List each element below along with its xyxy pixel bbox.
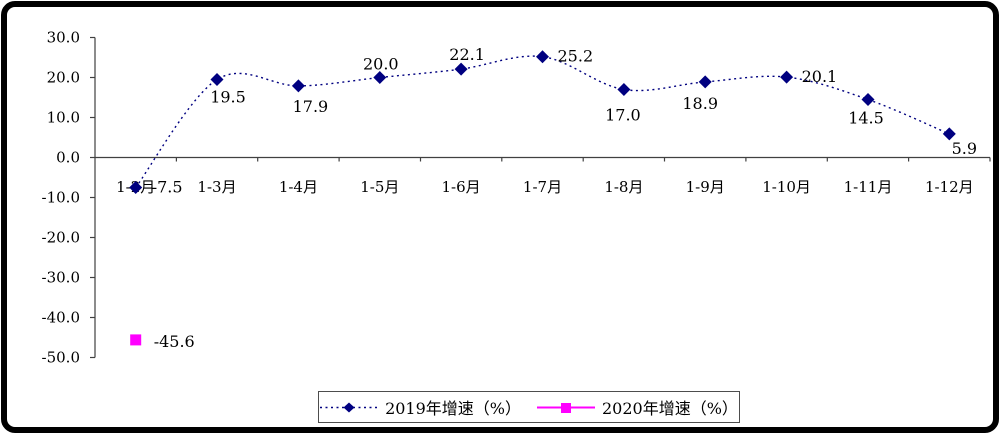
data-point-label: 20.0 bbox=[363, 55, 399, 74]
data-point-diamond bbox=[454, 62, 468, 76]
series-2020年增速（%）: -45.6 bbox=[130, 332, 195, 351]
data-point-square bbox=[130, 334, 142, 346]
legend-sample-diamond bbox=[343, 402, 355, 412]
legend-key-2019-dotted-diamond-icon bbox=[320, 402, 379, 412]
legend-label-2019: 2019年增速（%） bbox=[385, 399, 521, 418]
data-point-label: 18.9 bbox=[682, 94, 718, 113]
data-point-diamond bbox=[780, 70, 794, 84]
legend-key-2020-solid-square-icon bbox=[537, 402, 595, 413]
x-category-label: 1-4月 bbox=[279, 178, 318, 196]
y-tick-label: -40.0 bbox=[42, 309, 80, 327]
x-category-label: 1-3月 bbox=[197, 178, 236, 196]
data-point-diamond bbox=[291, 79, 305, 93]
data-point-diamond bbox=[210, 73, 224, 86]
data-point-diamond bbox=[536, 50, 549, 64]
x-category-label: 1-8月 bbox=[604, 178, 643, 196]
data-point-label: 17.9 bbox=[293, 97, 329, 116]
y-tick-label: 30.0 bbox=[47, 29, 80, 47]
x-category-label: 1-5月 bbox=[360, 178, 399, 196]
data-point-diamond bbox=[698, 75, 712, 89]
data-point-label: 19.5 bbox=[210, 88, 246, 107]
series-2019年增速（%）: -7.5 19.5 17.9 20.0 22.1 25.2 17.0 18.9 20.1 14.5… bbox=[129, 45, 977, 197]
legend-label-2020: 2020年增速（%） bbox=[602, 399, 738, 418]
y-tick-label: -50.0 bbox=[42, 349, 80, 367]
data-point-diamond bbox=[942, 127, 956, 141]
x-category-label: 1-9月 bbox=[686, 178, 725, 196]
data-point-label: 17.0 bbox=[605, 106, 641, 125]
y-tick-label: 10.0 bbox=[47, 109, 80, 127]
y-tick-label: 20.0 bbox=[47, 69, 80, 87]
x-category-label: 1-12月 bbox=[925, 178, 974, 196]
y-tick-label: -30.0 bbox=[42, 269, 80, 287]
y-tick-label: -20.0 bbox=[42, 229, 80, 247]
legend-item-2020: 2020年增速（%） bbox=[537, 395, 738, 419]
data-point-label: 25.2 bbox=[558, 47, 594, 66]
y-tick-label: -10.0 bbox=[42, 189, 80, 207]
data-point-label: -7.5 bbox=[152, 178, 183, 197]
data-point-label: 14.5 bbox=[848, 109, 884, 128]
x-category-label: 1-6月 bbox=[442, 178, 481, 196]
x-category-label: 1-7月 bbox=[523, 178, 562, 196]
y-tick-label: 0.0 bbox=[56, 149, 80, 167]
legend-box: 2019年增速（%） 2020年增速（%） bbox=[318, 391, 740, 423]
legend-sample-square bbox=[561, 402, 571, 413]
x-category-label: 1-11月 bbox=[844, 178, 893, 196]
data-point-diamond bbox=[861, 93, 875, 106]
data-point-diamond bbox=[373, 71, 387, 84]
data-point-diamond bbox=[617, 83, 631, 96]
data-point-label: 20.1 bbox=[802, 67, 838, 86]
x-category-label: 1-10月 bbox=[762, 178, 811, 196]
data-point-label: 22.1 bbox=[449, 45, 485, 64]
data-point-label: -45.6 bbox=[154, 332, 195, 351]
legend-item-2019: 2019年增速（%） bbox=[320, 395, 521, 419]
axes: 30.0 20.0 10.0 0.0 -10.0 -20.0 -30.0 -40.0 -50.0… bbox=[42, 29, 991, 367]
data-point-diamond bbox=[129, 181, 143, 194]
data-point-label: 5.9 bbox=[952, 139, 977, 158]
